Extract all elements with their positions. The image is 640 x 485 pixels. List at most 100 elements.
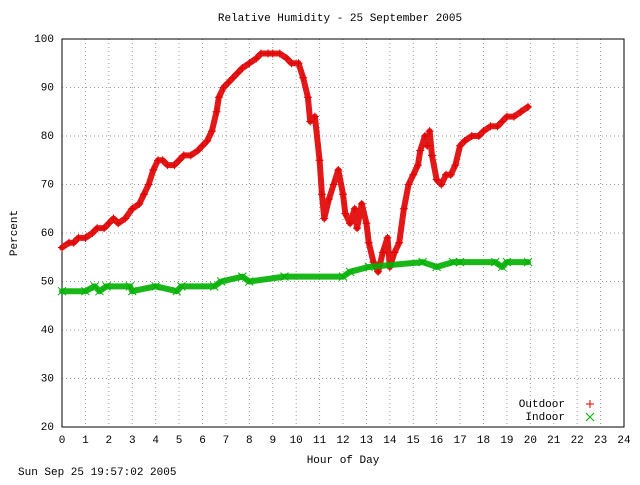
- data-point: [383, 233, 392, 242]
- data-point: [306, 117, 315, 126]
- y-tick-label: 50: [41, 276, 54, 288]
- data-point: [395, 238, 404, 247]
- data-point: [102, 281, 111, 291]
- data-point: [432, 262, 442, 272]
- data-point: [237, 272, 247, 282]
- data-point: [257, 49, 266, 58]
- data-point: [451, 161, 460, 170]
- data-point: [179, 151, 188, 160]
- data-point: [420, 132, 429, 140]
- x-tick-label: 9: [269, 435, 276, 447]
- data-point: [121, 214, 130, 223]
- data-point: [320, 214, 329, 223]
- plot-frame: [61, 38, 625, 428]
- data-point: [416, 146, 425, 155]
- x-tick-label: 5: [176, 435, 183, 447]
- data-point: [203, 136, 212, 145]
- x-tick-label: 12: [336, 435, 349, 447]
- data-point: [81, 233, 90, 242]
- data-point: [109, 214, 118, 223]
- data-point: [268, 49, 277, 58]
- y-axis-label: Percent: [9, 210, 21, 256]
- y-tick-label: 60: [41, 228, 54, 240]
- x-axis-label: Hour of Day: [307, 455, 380, 467]
- data-point: [479, 127, 488, 136]
- data-point: [233, 68, 242, 77]
- data-point: [432, 175, 441, 184]
- data-point: [523, 257, 533, 267]
- data-point: [294, 59, 303, 68]
- x-tick-label: 0: [59, 435, 66, 447]
- data-point: [214, 93, 223, 102]
- data-point: [404, 180, 413, 189]
- data-point: [425, 127, 434, 136]
- x-tick-label: 18: [477, 435, 490, 447]
- data-point: [198, 141, 207, 150]
- data-point: [364, 238, 373, 247]
- x-tick-label: 3: [129, 435, 136, 447]
- data-point: [409, 170, 418, 179]
- data-point: [455, 257, 465, 267]
- data-point: [245, 59, 254, 68]
- data-point: [207, 127, 216, 136]
- data-point: [228, 73, 237, 82]
- legend-marker: [585, 412, 595, 422]
- data-point: [338, 272, 348, 282]
- data-point: [456, 141, 465, 150]
- data-point: [374, 267, 383, 276]
- x-tick-label: 10: [290, 435, 303, 447]
- data-point: [357, 199, 366, 208]
- data-point: [474, 132, 483, 140]
- data-point: [427, 151, 436, 160]
- data-point: [57, 286, 67, 296]
- data-point: [135, 199, 144, 208]
- data-point: [324, 195, 333, 204]
- data-point: [523, 102, 532, 111]
- data-point: [139, 190, 148, 199]
- data-point: [378, 248, 387, 257]
- data-point: [329, 180, 338, 189]
- data-point: [144, 180, 153, 189]
- data-point: [163, 161, 172, 170]
- data-point: [390, 248, 399, 257]
- data-point: [498, 117, 507, 126]
- x-tick-label: 23: [594, 435, 607, 447]
- y-tick-label: 90: [41, 82, 54, 94]
- data-point: [58, 243, 66, 252]
- series-trace: [59, 259, 531, 295]
- chart-title: Relative Humidity - 25 September 2005: [218, 13, 462, 25]
- data-point: [418, 257, 427, 267]
- y-tick-label: 100: [34, 34, 54, 46]
- data-point: [502, 257, 512, 267]
- x-tick-label: 1: [82, 435, 89, 447]
- data-point: [490, 257, 500, 267]
- data-point: [446, 170, 455, 179]
- data-point: [216, 277, 226, 286]
- y-tick-label: 30: [41, 373, 54, 385]
- data-point: [339, 190, 347, 199]
- data-point: [437, 180, 446, 189]
- data-point: [460, 136, 469, 145]
- legend-label: Indoor: [525, 412, 565, 424]
- data-point: [303, 93, 312, 102]
- data-point: [100, 224, 109, 233]
- data-point: [317, 190, 326, 199]
- data-point: [423, 141, 432, 150]
- x-tick-label: 13: [360, 435, 373, 447]
- data-point: [209, 281, 219, 291]
- legend-marker: [586, 400, 594, 408]
- data-point: [170, 161, 179, 170]
- data-point: [104, 219, 113, 228]
- data-point: [69, 238, 78, 247]
- legend-label: Outdoor: [519, 399, 565, 411]
- data-point: [151, 281, 161, 291]
- data-point: [127, 286, 137, 296]
- data-point: [493, 122, 502, 131]
- data-point: [287, 59, 296, 68]
- x-tick-label: 14: [383, 435, 397, 447]
- data-point: [175, 156, 184, 165]
- data-point: [88, 229, 97, 237]
- data-point: [341, 209, 350, 218]
- data-point: [299, 73, 308, 82]
